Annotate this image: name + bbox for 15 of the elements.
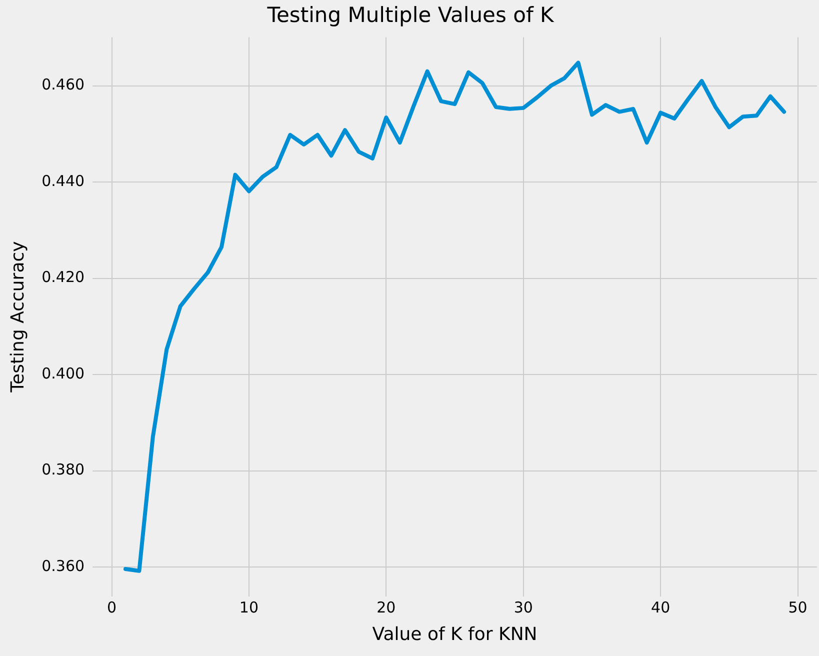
y-tick-label: 0.440 (42, 172, 85, 190)
x-tick-label: 0 (106, 598, 117, 616)
x-axis-title: Value of K for KNN (372, 624, 538, 645)
y-axis-title: Testing Accuracy (7, 240, 28, 394)
y-tick-label: 0.360 (42, 556, 85, 575)
x-tick-label: 10 (239, 598, 259, 616)
y-tick-label: 0.380 (42, 460, 85, 479)
y-tick-label: 0.460 (42, 76, 85, 94)
x-tick-label: 30 (514, 598, 533, 616)
x-tick-label: 50 (788, 598, 808, 616)
y-tick-label: 0.420 (42, 268, 85, 286)
chart-title: Testing Multiple Values of K (266, 3, 556, 28)
y-tick-label: 0.400 (42, 364, 85, 382)
x-tick-label: 40 (651, 598, 670, 616)
x-tick-label: 20 (376, 598, 396, 616)
